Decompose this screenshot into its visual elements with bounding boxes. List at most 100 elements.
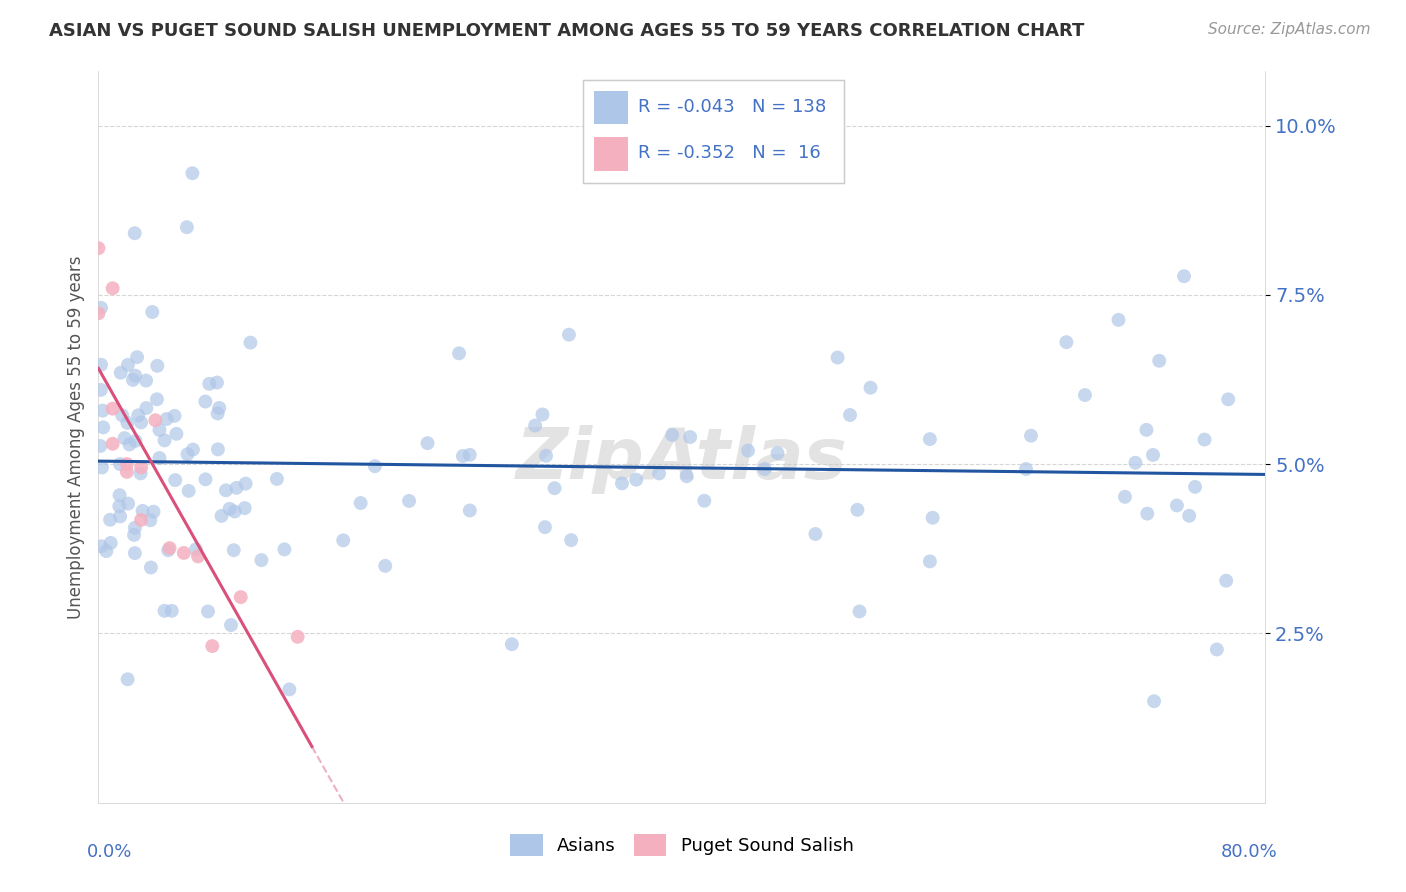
Point xyxy=(117,673,139,687)
Point xyxy=(534,449,557,463)
Point xyxy=(218,501,240,516)
Point xyxy=(173,546,195,560)
Point xyxy=(141,305,163,319)
Legend: Asians, Puget Sound Salish: Asians, Puget Sound Salish xyxy=(503,827,860,863)
Point xyxy=(153,434,176,448)
Point xyxy=(846,503,869,517)
Point xyxy=(87,306,110,320)
Point xyxy=(198,376,221,391)
Point xyxy=(534,520,557,534)
Point xyxy=(848,604,870,618)
Point xyxy=(1218,392,1240,407)
Point xyxy=(524,418,547,433)
Point xyxy=(108,509,131,524)
Point xyxy=(124,434,146,448)
Point xyxy=(124,368,146,383)
Point xyxy=(205,376,228,390)
Point xyxy=(1178,508,1201,523)
Point xyxy=(194,472,217,486)
Point xyxy=(918,554,941,568)
Point xyxy=(148,451,170,466)
Point xyxy=(108,488,131,502)
Point xyxy=(177,483,200,498)
Text: 0.0%: 0.0% xyxy=(87,843,132,861)
Point xyxy=(135,401,157,415)
Point xyxy=(859,381,882,395)
Point xyxy=(675,469,697,483)
Text: ASIAN VS PUGET SOUND SALISH UNEMPLOYMENT AMONG AGES 55 TO 59 YEARS CORRELATION C: ASIAN VS PUGET SOUND SALISH UNEMPLOYMENT… xyxy=(49,22,1084,40)
Point xyxy=(194,394,217,409)
Point xyxy=(219,618,242,632)
Point xyxy=(278,682,301,697)
Point xyxy=(332,533,354,548)
Point xyxy=(398,494,420,508)
Point xyxy=(921,510,943,524)
Point xyxy=(142,505,165,519)
Point xyxy=(350,496,373,510)
Point xyxy=(211,508,233,523)
Point xyxy=(160,604,183,618)
Point xyxy=(266,472,288,486)
Point xyxy=(153,604,176,618)
Point xyxy=(737,443,759,458)
Point xyxy=(626,473,648,487)
Point xyxy=(1166,499,1188,513)
Point xyxy=(124,226,146,240)
Point xyxy=(165,473,187,487)
Point xyxy=(117,358,139,372)
Point xyxy=(176,220,198,235)
Point xyxy=(1142,448,1164,462)
Point xyxy=(233,501,256,516)
Point xyxy=(229,590,252,604)
Point xyxy=(176,447,198,461)
Point xyxy=(135,374,157,388)
Point xyxy=(146,359,169,373)
Point xyxy=(129,416,152,430)
Point xyxy=(124,546,146,560)
Point xyxy=(131,504,153,518)
Point xyxy=(531,408,554,422)
Point xyxy=(273,542,295,557)
Point xyxy=(87,241,110,255)
Point xyxy=(207,442,229,457)
Point xyxy=(208,401,231,415)
Point xyxy=(118,437,141,451)
Point xyxy=(139,560,162,574)
Point xyxy=(117,497,139,511)
Point xyxy=(1015,462,1038,476)
Point xyxy=(215,483,238,498)
Point xyxy=(766,446,789,460)
Y-axis label: Unemployment Among Ages 55 to 59 years: Unemployment Among Ages 55 to 59 years xyxy=(66,255,84,619)
Point xyxy=(122,373,145,387)
Point xyxy=(1125,456,1147,470)
Point xyxy=(239,335,262,350)
Point xyxy=(1136,507,1159,521)
Point xyxy=(90,539,112,553)
Point xyxy=(148,423,170,437)
Point xyxy=(201,639,224,653)
Text: 80.0%: 80.0% xyxy=(1220,843,1277,861)
Point xyxy=(1135,423,1157,437)
Point xyxy=(129,513,152,527)
Point xyxy=(543,481,565,495)
Point xyxy=(156,412,179,426)
Point xyxy=(207,407,229,421)
Point xyxy=(96,544,118,558)
Point xyxy=(804,527,827,541)
Point xyxy=(374,558,396,573)
Point xyxy=(1114,490,1136,504)
Point xyxy=(184,542,207,557)
Point xyxy=(129,467,152,481)
Point xyxy=(501,637,523,651)
Point xyxy=(108,457,131,471)
Point xyxy=(610,476,633,491)
Point xyxy=(115,457,138,471)
Point xyxy=(139,513,162,527)
Point xyxy=(115,465,138,479)
Point xyxy=(364,459,387,474)
Point xyxy=(918,432,941,446)
Point xyxy=(181,166,204,180)
Point xyxy=(458,448,481,462)
Point xyxy=(125,350,148,364)
Point xyxy=(693,493,716,508)
